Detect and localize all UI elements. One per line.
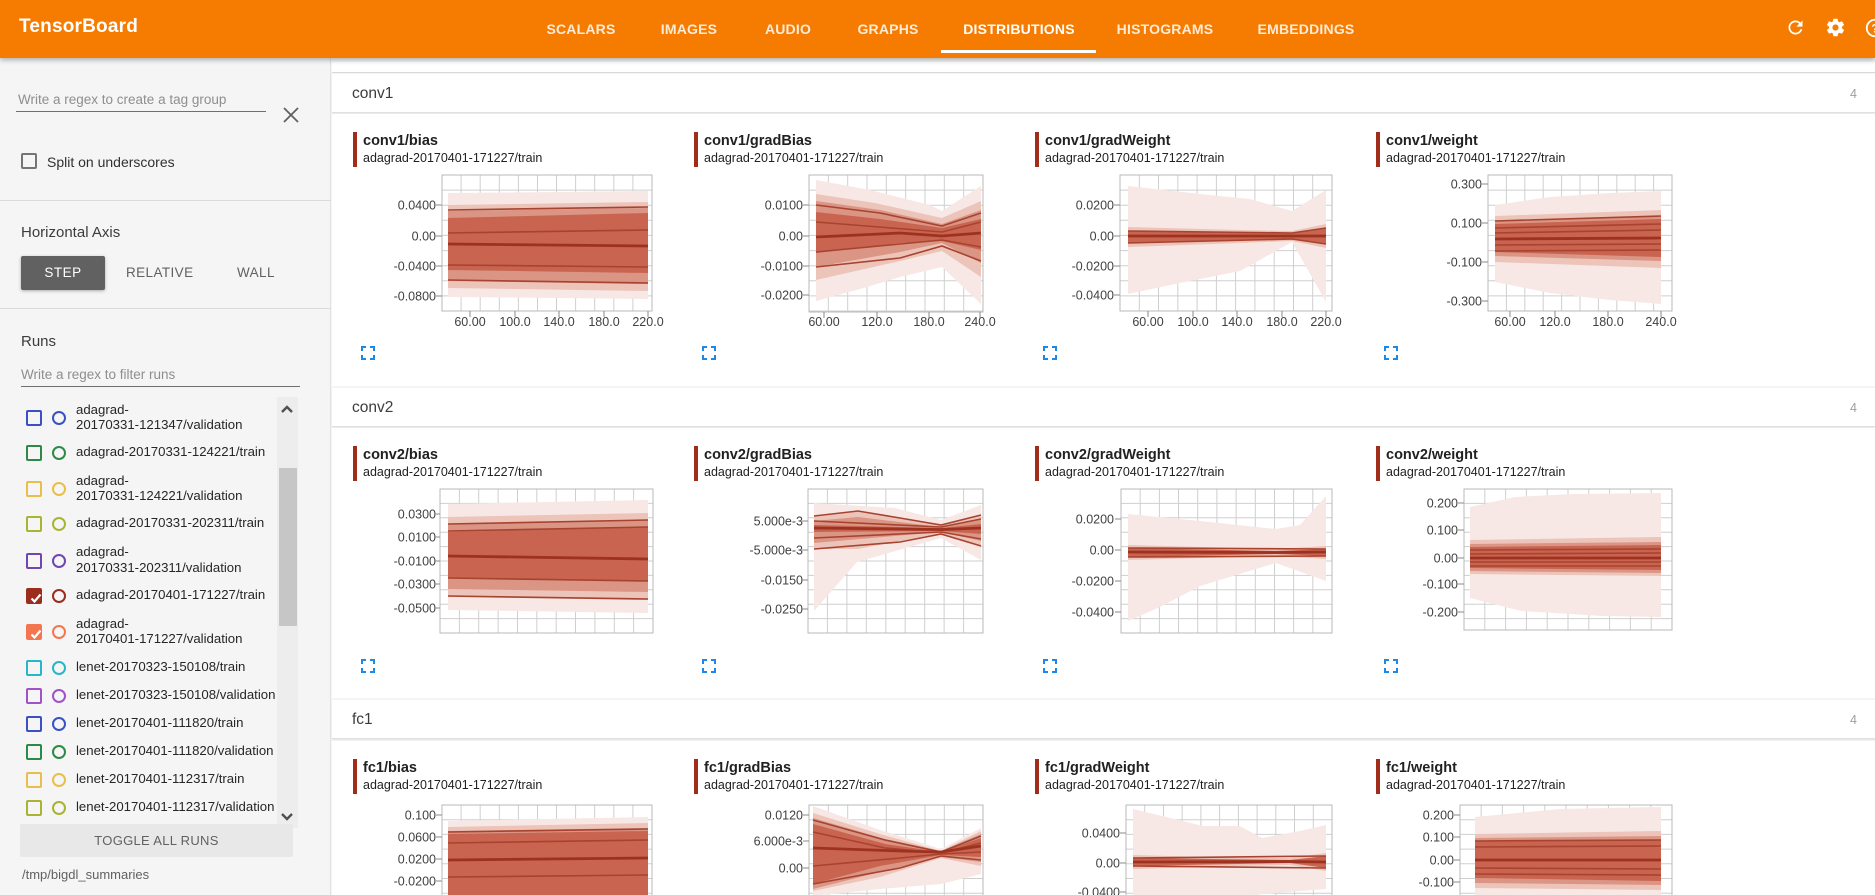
svg-text:180.0: 180.0 [1592,315,1623,329]
svg-text:180.0: 180.0 [1266,315,1297,329]
svg-text:140.0: 140.0 [543,315,574,329]
svg-text:0.00: 0.00 [1096,857,1120,871]
svg-text:0.0400: 0.0400 [1082,827,1120,841]
svg-text:-0.0100: -0.0100 [761,260,803,274]
svg-text:0.0100: 0.0100 [765,199,803,213]
svg-text:0.0200: 0.0200 [398,853,436,867]
svg-text:0.0120: 0.0120 [765,809,803,823]
svg-text:0.0100: 0.0100 [398,531,436,545]
svg-text:0.0400: 0.0400 [398,199,436,213]
svg-text:0.0200: 0.0200 [1076,199,1114,213]
svg-text:100.0: 100.0 [499,315,530,329]
svg-text:120.0: 120.0 [861,315,892,329]
svg-text:-0.0400: -0.0400 [1072,606,1114,620]
svg-text:0.00: 0.00 [1430,854,1454,868]
svg-text:?: ? [1871,22,1875,36]
svg-text:60.00: 60.00 [808,315,839,329]
svg-text:0.200: 0.200 [1427,497,1458,511]
svg-text:-0.100: -0.100 [1419,876,1454,890]
svg-text:180.0: 180.0 [913,315,944,329]
svg-text:-0.0100: -0.0100 [394,555,436,569]
svg-text:180.0: 180.0 [588,315,619,329]
svg-text:0.200: 0.200 [1423,809,1454,823]
svg-text:-0.0200: -0.0200 [1072,575,1114,589]
svg-text:-0.0200: -0.0200 [1072,260,1114,274]
svg-text:0.100: 0.100 [405,809,436,823]
svg-text:140.0: 140.0 [1221,315,1252,329]
svg-text:-0.0200: -0.0200 [761,289,803,303]
svg-text:-0.0250: -0.0250 [761,603,803,617]
svg-text:120.0: 120.0 [1539,315,1570,329]
svg-text:0.00: 0.00 [779,230,803,244]
svg-text:60.00: 60.00 [454,315,485,329]
svg-text:0.100: 0.100 [1427,524,1458,538]
svg-text:-0.100: -0.100 [1447,256,1482,270]
svg-text:220.0: 220.0 [1310,315,1341,329]
svg-text:240.0: 240.0 [964,315,995,329]
svg-text:0.00: 0.00 [1090,230,1114,244]
svg-text:-0.0400: -0.0400 [1078,886,1120,895]
svg-text:-0.0800: -0.0800 [394,290,436,304]
svg-text:0.0200: 0.0200 [1076,513,1114,527]
svg-text:240.0: 240.0 [1645,315,1676,329]
svg-text:0.300: 0.300 [1451,178,1482,192]
svg-text:0.00: 0.00 [1090,544,1114,558]
svg-text:0.100: 0.100 [1423,831,1454,845]
svg-text:-0.100: -0.100 [1423,578,1458,592]
svg-text:0.100: 0.100 [1451,217,1482,231]
svg-text:0.00: 0.00 [412,230,436,244]
svg-text:5.000e-3: 5.000e-3 [754,515,803,529]
svg-text:220.0: 220.0 [632,315,663,329]
svg-text:60.00: 60.00 [1132,315,1163,329]
svg-text:-0.0150: -0.0150 [761,574,803,588]
svg-text:-0.300: -0.300 [1447,295,1482,309]
svg-text:0.0600: 0.0600 [398,831,436,845]
svg-text:60.00: 60.00 [1494,315,1525,329]
svg-text:0.00: 0.00 [1434,552,1458,566]
svg-text:-0.0400: -0.0400 [394,260,436,274]
svg-text:-0.0500: -0.0500 [394,602,436,616]
svg-text:-0.0400: -0.0400 [1072,289,1114,303]
svg-text:0.0300: 0.0300 [398,508,436,522]
svg-text:-5.000e-3: -5.000e-3 [749,544,803,558]
svg-text:-0.0200: -0.0200 [394,875,436,889]
svg-text:-0.200: -0.200 [1423,606,1458,620]
svg-text:6.000e-3: 6.000e-3 [754,835,803,849]
svg-text:100.0: 100.0 [1177,315,1208,329]
svg-text:0.00: 0.00 [779,862,803,876]
svg-text:-0.0300: -0.0300 [394,578,436,592]
